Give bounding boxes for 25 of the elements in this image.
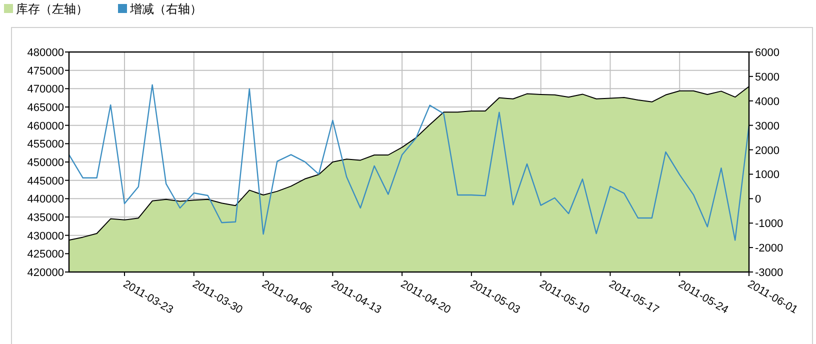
y-tick-label: 480000 xyxy=(27,47,64,59)
y-tick-label: 465000 xyxy=(27,102,64,114)
y2-tick-label: 0 xyxy=(755,194,762,206)
y-tick-label: 450000 xyxy=(27,157,64,169)
y-tick-label: 455000 xyxy=(27,138,64,151)
y-tick-label: 470000 xyxy=(27,84,64,96)
y2-tick-label: -3000 xyxy=(755,267,784,279)
y2-tick-label: 1000 xyxy=(755,169,780,182)
y-tick-label: 475000 xyxy=(27,65,64,78)
y2-tick-label: 2000 xyxy=(755,144,780,157)
legend-label: 库存（左轴） xyxy=(16,2,88,16)
legend-label: 增减（右轴） xyxy=(129,2,202,16)
y2-tick-label: 3000 xyxy=(755,120,780,132)
y2-tick-label: 4000 xyxy=(755,96,780,108)
y-tick-label: 435000 xyxy=(27,212,64,224)
y-tick-label: 425000 xyxy=(27,248,64,261)
y-tick-label: 460000 xyxy=(27,120,64,132)
y2-tick-label: 6000 xyxy=(755,47,780,59)
y2-tick-label: 5000 xyxy=(755,71,780,84)
y-tick-label: 445000 xyxy=(27,175,64,188)
y2-tick-label: -1000 xyxy=(755,218,784,230)
y-tick-label: 440000 xyxy=(27,194,64,206)
y2-tick-label: -2000 xyxy=(755,242,784,255)
y-tick-label: 430000 xyxy=(27,230,64,242)
y-tick-label: 420000 xyxy=(27,267,64,279)
